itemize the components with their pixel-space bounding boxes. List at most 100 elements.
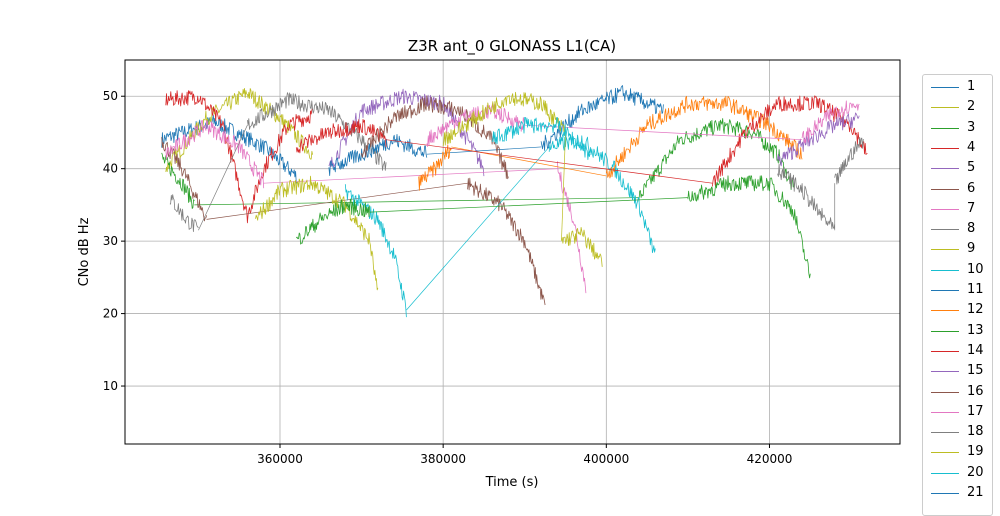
legend-swatch <box>931 188 959 190</box>
legend-label: 8 <box>967 221 976 237</box>
series-8 <box>169 92 387 232</box>
legend-swatch <box>931 411 959 413</box>
y-tick-label: 50 <box>103 89 118 103</box>
legend-swatch <box>931 330 959 332</box>
legend-swatch <box>931 391 959 393</box>
legend-swatch <box>931 290 959 291</box>
legend-swatch <box>931 269 959 271</box>
legend-label: 5 <box>967 160 976 176</box>
series-12-line <box>418 144 452 191</box>
series-17-line <box>426 102 526 147</box>
legend-swatch <box>931 107 959 109</box>
legend-swatch <box>931 472 959 474</box>
legend-label: 21 <box>967 485 984 500</box>
series-20-line <box>491 117 591 160</box>
series-17-connector <box>524 124 803 141</box>
legend-label: 4 <box>967 139 976 155</box>
x-tick-label: 360000 <box>257 452 303 466</box>
series-20 <box>491 117 591 160</box>
series-18-line <box>834 136 864 185</box>
series-19-line <box>442 91 566 147</box>
series-lines <box>161 85 868 318</box>
series-14-connector <box>386 139 713 184</box>
series-9-line <box>255 175 379 291</box>
y-tick-label: 30 <box>103 234 118 248</box>
legend-swatch <box>931 371 959 373</box>
legend-label: 15 <box>967 363 984 379</box>
series-4-line <box>165 90 313 224</box>
series-18-line <box>777 163 836 230</box>
series-3-line <box>161 152 195 209</box>
series-13 <box>295 175 811 279</box>
legend-item: 7 <box>923 199 992 219</box>
series-10-line <box>344 184 407 318</box>
series-11-line <box>328 134 428 176</box>
series-7-connector <box>263 168 558 184</box>
legend-item: 2 <box>923 97 992 117</box>
legend-swatch <box>931 310 959 312</box>
series-15 <box>777 112 860 167</box>
series-7 <box>165 120 587 294</box>
series-8-line <box>169 194 199 232</box>
legend-swatch <box>931 249 959 251</box>
legend-item: 4 <box>923 138 992 158</box>
legend-item: 3 <box>923 118 992 138</box>
legend-swatch <box>931 127 959 129</box>
legend-label: 3 <box>967 119 976 135</box>
series-7-line <box>557 161 587 294</box>
legend-label: 7 <box>967 200 976 216</box>
legend-label: 10 <box>967 261 984 277</box>
series-9 <box>255 175 379 291</box>
series-7-line <box>165 120 265 189</box>
legend-item: 8 <box>923 219 992 239</box>
grid <box>125 60 900 444</box>
series-8-line <box>247 92 387 171</box>
legend-label: 17 <box>967 403 984 419</box>
legend-label: 2 <box>967 99 976 115</box>
legend-item: 17 <box>923 402 992 422</box>
x-tick-label: 380000 <box>420 452 466 466</box>
legend-label: 19 <box>967 444 984 460</box>
legend-swatch <box>931 493 959 494</box>
series-2-line <box>165 88 313 172</box>
legend-swatch <box>931 208 959 210</box>
ticks: 360000 380000 400000 420000 10 20 30 40 50 <box>103 89 793 466</box>
y-tick-label: 20 <box>103 307 118 321</box>
series-3 <box>161 118 794 209</box>
legend-item: 21 <box>923 483 992 503</box>
legend-item: 18 <box>923 422 992 442</box>
legend-label: 9 <box>967 241 976 257</box>
series-13-line <box>687 175 811 279</box>
series-17-line <box>801 100 860 144</box>
series-4 <box>165 90 313 224</box>
legend-swatch <box>931 350 959 352</box>
legend: 1 2 3 4 5 6 7 8 9 10 11 12 13 14 15 16 17 18 19 20 21 <box>922 74 993 516</box>
y-axis-label: CNo dB Hz <box>77 217 92 286</box>
legend-label: 1 <box>967 79 976 94</box>
legend-item: 11 <box>923 280 992 300</box>
series-18 <box>777 136 864 231</box>
series-14-line <box>295 119 387 154</box>
legend-item: 15 <box>923 361 992 381</box>
series-10 <box>344 134 656 318</box>
legend-item: 10 <box>923 260 992 280</box>
legend-swatch <box>931 147 959 149</box>
legend-item: 20 <box>923 463 992 483</box>
series-17 <box>426 100 860 147</box>
legend-item: 6 <box>923 179 992 199</box>
legend-item: 13 <box>923 321 992 341</box>
series-10-connector <box>406 146 550 311</box>
x-axis-label: Time (s) <box>485 475 539 490</box>
legend-swatch <box>931 168 959 170</box>
legend-item: 12 <box>923 300 992 320</box>
series-19-line <box>561 227 603 267</box>
legend-swatch <box>931 452 959 454</box>
series-3-connector <box>194 197 639 206</box>
series-10-line <box>548 134 656 254</box>
series-1 <box>161 114 297 184</box>
x-tick-label: 420000 <box>747 452 793 466</box>
legend-label: 20 <box>967 464 984 480</box>
legend-label: 11 <box>967 282 984 297</box>
y-tick-label: 40 <box>103 162 118 176</box>
series-13-line <box>295 198 371 245</box>
